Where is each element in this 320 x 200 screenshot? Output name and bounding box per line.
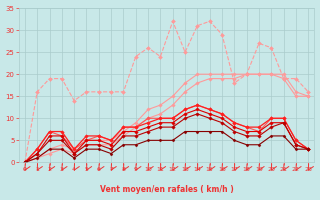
X-axis label: Vent moyen/en rafales ( km/h ): Vent moyen/en rafales ( km/h ) xyxy=(100,185,234,194)
